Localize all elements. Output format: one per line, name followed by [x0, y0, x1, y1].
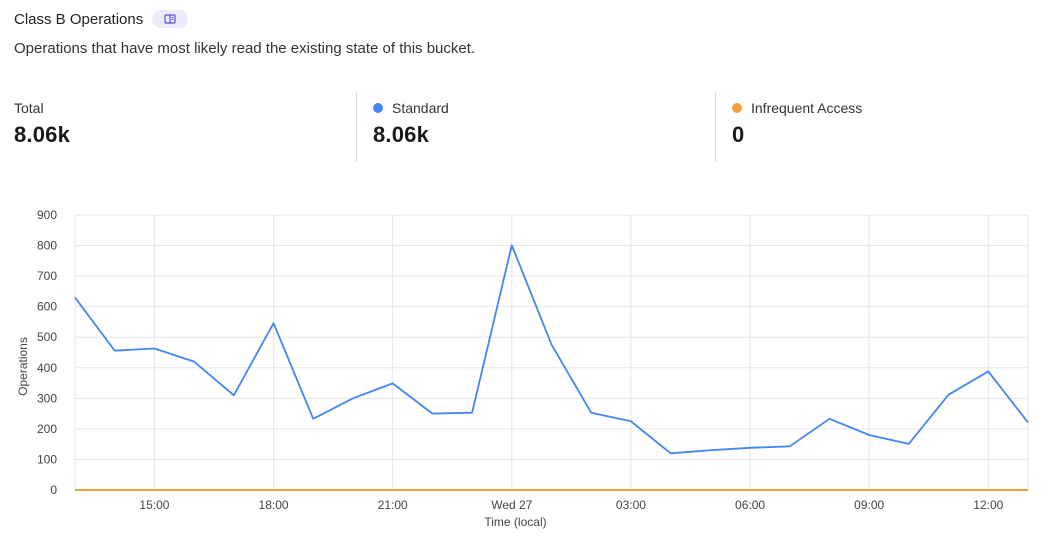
data-point-infrequent-access — [947, 489, 949, 491]
data-point-standard — [789, 445, 791, 447]
y-tick-label: 100 — [37, 452, 57, 466]
data-point-standard — [947, 393, 949, 395]
metric-standard-value: 8.06k — [373, 122, 430, 147]
data-point-standard — [511, 244, 513, 246]
data-point-infrequent-access — [1027, 489, 1029, 491]
data-point-standard — [908, 443, 910, 445]
data-point-standard — [74, 296, 76, 298]
data-point-standard — [868, 434, 870, 436]
data-point-infrequent-access — [352, 489, 354, 491]
metric-standard-label: Standard — [373, 100, 449, 116]
data-point-standard — [630, 420, 632, 422]
data-point-standard — [669, 452, 671, 454]
data-point-infrequent-access — [669, 489, 671, 491]
data-point-standard — [352, 397, 354, 399]
data-point-infrequent-access — [868, 489, 870, 491]
series-line-standard — [74, 244, 1029, 455]
data-point-standard — [114, 349, 116, 351]
y-tick-label: 400 — [37, 361, 57, 375]
data-point-infrequent-access — [74, 489, 76, 491]
metric-total-label-text: Total — [14, 100, 44, 116]
y-tick-label: 600 — [37, 300, 57, 314]
metric-total-label: Total — [14, 100, 70, 116]
book-open-icon — [164, 14, 176, 24]
data-point-standard — [590, 411, 592, 413]
data-point-infrequent-access — [908, 489, 910, 491]
data-point-infrequent-access — [431, 489, 433, 491]
data-point-standard — [431, 412, 433, 414]
metric-total: Total 8.06k — [14, 92, 70, 162]
infrequent-legend-dot — [732, 103, 742, 113]
y-tick-label: 0 — [50, 483, 57, 497]
x-tick-label: 09:00 — [854, 498, 884, 512]
x-tick-label: 06:00 — [735, 498, 765, 512]
data-point-infrequent-access — [193, 489, 195, 491]
x-tick-label: Wed 27 — [491, 498, 532, 512]
data-point-infrequent-access — [828, 489, 830, 491]
data-point-infrequent-access — [511, 489, 513, 491]
data-point-standard — [193, 360, 195, 362]
data-point-infrequent-access — [590, 489, 592, 491]
data-point-standard — [312, 418, 314, 420]
panel-header: Class B Operations — [14, 10, 189, 28]
x-axis-title: Time (local) — [484, 515, 546, 529]
y-tick-label: 500 — [37, 330, 57, 344]
panel-title: Class B Operations — [14, 10, 144, 28]
y-tick-label: 800 — [37, 239, 57, 253]
data-point-standard — [233, 394, 235, 396]
data-point-infrequent-access — [749, 489, 751, 491]
metrics-row: Total 8.06k Standard 8.06k Infrequent Ac… — [0, 92, 1050, 162]
data-point-infrequent-access — [153, 489, 155, 491]
data-point-standard — [709, 449, 711, 451]
data-point-infrequent-access — [709, 489, 711, 491]
metric-infrequent-label: Infrequent Access — [732, 100, 862, 116]
x-tick-label: 21:00 — [378, 498, 408, 512]
data-point-infrequent-access — [987, 489, 989, 491]
data-point-standard — [153, 347, 155, 349]
x-tick-label: 15:00 — [139, 498, 169, 512]
data-point-standard — [550, 343, 552, 345]
y-tick-label: 300 — [37, 391, 57, 405]
x-tick-label: 03:00 — [616, 498, 646, 512]
data-point-standard — [828, 418, 830, 420]
data-point-standard — [391, 382, 393, 384]
metric-infrequent-value: 0 — [732, 122, 745, 147]
docs-button[interactable] — [152, 10, 189, 28]
data-point-infrequent-access — [312, 489, 314, 491]
y-axis-title: Operations — [16, 337, 30, 396]
data-point-infrequent-access — [391, 489, 393, 491]
data-point-infrequent-access — [630, 489, 632, 491]
data-point-infrequent-access — [550, 489, 552, 491]
data-point-standard — [1027, 421, 1029, 423]
data-point-standard — [272, 322, 274, 324]
y-tick-label: 200 — [37, 422, 57, 436]
y-tick-label: 900 — [37, 208, 57, 222]
data-point-infrequent-access — [272, 489, 274, 491]
data-point-standard — [749, 447, 751, 449]
data-point-infrequent-access — [114, 489, 116, 491]
y-tick-label: 700 — [37, 269, 57, 283]
data-point-standard — [471, 411, 473, 413]
metric-infrequent: Infrequent Access 0 — [715, 92, 862, 162]
metric-standard-label-text: Standard — [392, 100, 449, 116]
operations-line-chart[interactable]: 0 100 200 300 400 500 600 700 800 900 15:00 18:00 21… — [0, 200, 1050, 537]
panel-description: Operations that have most likely read th… — [14, 40, 476, 57]
metric-total-value: 8.06k — [14, 122, 71, 147]
data-point-infrequent-access — [471, 489, 473, 491]
metric-infrequent-label-text: Infrequent Access — [751, 100, 863, 116]
data-point-infrequent-access — [789, 489, 791, 491]
x-tick-label: 12:00 — [973, 498, 1003, 512]
data-point-infrequent-access — [233, 489, 235, 491]
data-point-standard — [987, 370, 989, 372]
metric-standard: Standard 8.06k — [356, 92, 449, 162]
x-tick-label: 18:00 — [259, 498, 289, 512]
standard-legend-dot — [373, 103, 383, 113]
